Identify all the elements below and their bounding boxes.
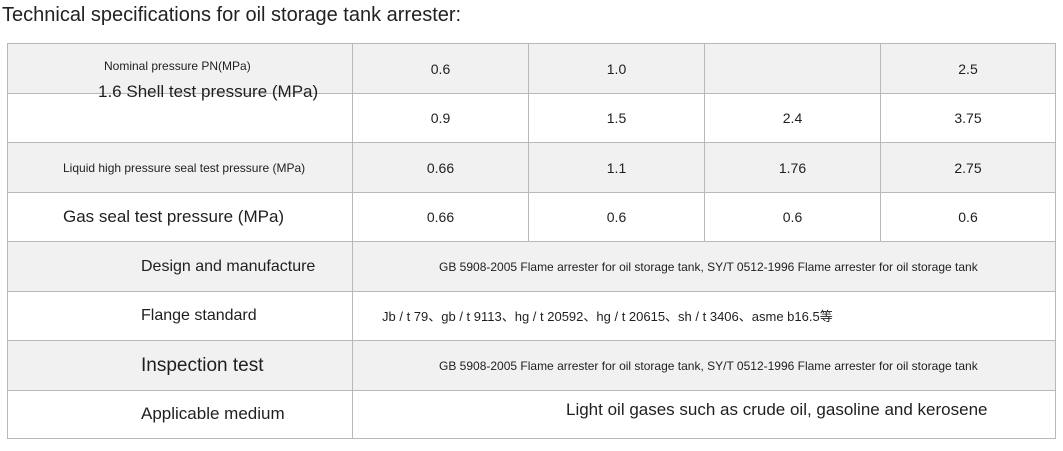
table-cell: 2.75 — [954, 159, 982, 176]
grid-line — [8, 93, 1055, 94]
table-cell: 0.66 — [426, 208, 455, 225]
grid-line — [8, 390, 1055, 391]
grid-line — [8, 291, 1055, 292]
table-cell: 0.6 — [782, 208, 803, 225]
row-label: Liquid high pressure seal test pressure … — [63, 160, 306, 175]
spec-table: Nominal pressure PN(MPa) 0.6 1.0 2.5 1.6… — [7, 43, 1056, 439]
row-label: Inspection test — [141, 354, 264, 376]
table-cell: GB 5908-2005 Flame arrester for oil stor… — [439, 358, 978, 373]
overlay-label: 1.6 Shell test pressure (MPa) — [98, 82, 319, 101]
grid-line — [704, 44, 705, 241]
table-cell: 1.5 — [606, 109, 627, 126]
table-cell: 0.6 — [958, 208, 978, 225]
grid-line — [352, 44, 353, 438]
grid-line — [8, 192, 1055, 193]
grid-line — [8, 340, 1055, 341]
grid-line — [880, 44, 881, 241]
table-cell: 0.9 — [430, 109, 451, 126]
table-cell: 1.1 — [606, 159, 627, 176]
row-label: Gas seal test pressure (MPa) — [63, 206, 285, 226]
table-cell: 3.75 — [954, 109, 982, 126]
table-cell: Light oil gases such as crude oil, gasol… — [566, 400, 988, 419]
table-cell: 2.4 — [782, 109, 803, 126]
table-cell: 0.6 — [430, 60, 451, 77]
table-cell: GB 5908-2005 Flame arrester for oil stor… — [439, 259, 978, 274]
table-cell: 2.5 — [958, 60, 978, 77]
grid-line — [8, 241, 1055, 242]
row-label: Applicable medium — [141, 404, 285, 423]
table-cell: 0.6 — [606, 208, 627, 225]
table-cell: Jb / t 79、gb / t 9113、hg / t 20592、hg / … — [382, 309, 833, 324]
row-label: Design and manufacture — [141, 257, 316, 275]
table-cell: 1.0 — [606, 60, 627, 77]
row-bg — [8, 341, 1055, 391]
page-title: Technical specifications for oil storage… — [2, 4, 462, 26]
row-label: Nominal pressure PN(MPa) — [104, 59, 251, 73]
row-bg — [8, 242, 1055, 292]
grid-line — [8, 142, 1055, 143]
grid-line — [528, 44, 529, 241]
row-label: Flange standard — [141, 306, 257, 324]
table-cell — [705, 44, 880, 93]
table-cell: 1.76 — [778, 159, 807, 176]
table-cell: 0.66 — [426, 159, 455, 176]
